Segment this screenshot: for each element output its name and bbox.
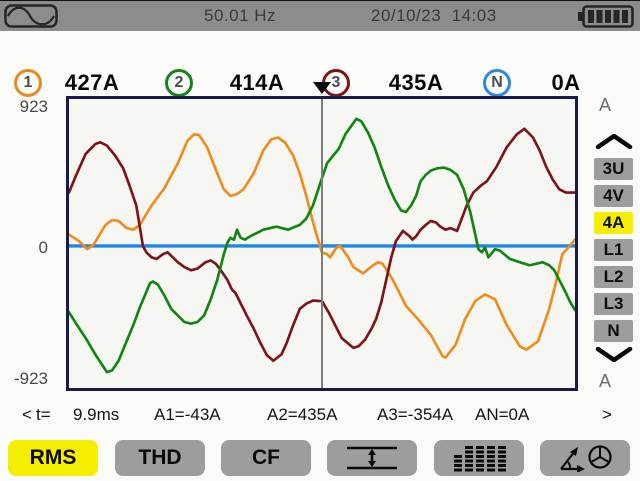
cursor-a2-readout: A2=435A: [267, 405, 338, 424]
cf-button[interactable]: CF: [221, 440, 311, 476]
harmonics-icon: [434, 444, 524, 472]
cursor-an-readout: AN=0A: [475, 405, 530, 424]
sidebar-item-l1[interactable]: L1: [594, 239, 633, 261]
battery-full-icon: [577, 5, 635, 33]
top-bar: 50.01 Hz 20/10/23 14:03: [0, 1, 640, 31]
phase-3-value: 435A: [388, 70, 444, 95]
waveform-A2: [69, 117, 575, 374]
chevron-up-icon[interactable]: [595, 133, 634, 154]
phasor-button[interactable]: [540, 440, 630, 476]
min-max-button[interactable]: [327, 440, 417, 476]
sidebar-item-n[interactable]: N: [594, 320, 633, 342]
y-axis-max-label: 923: [19, 97, 48, 116]
cursor-time-value: 9.9ms: [73, 405, 120, 424]
datetime-readout: 20/10/23 14:03: [371, 6, 497, 25]
phase-1-value: 427A: [64, 70, 120, 95]
phasor-icon: [540, 444, 630, 472]
neutral-value: 0A: [551, 70, 581, 95]
waveform-A1: [69, 133, 575, 359]
thd-button[interactable]: THD: [115, 440, 205, 476]
frequency-readout: 50.01 Hz: [204, 6, 277, 25]
sidebar-item-3u[interactable]: 3U: [594, 158, 633, 180]
cursor-a1-readout: A1=-43A: [154, 405, 221, 424]
sidebar-item-4v[interactable]: 4V: [594, 185, 633, 207]
cursor-prev-arrow[interactable]: <: [22, 405, 32, 424]
cursor-time-label: t=: [36, 405, 51, 424]
unit-label-bottom: A: [599, 371, 612, 391]
cursor-readout-bar: < t= 9.9ms A1=-43A A2=435A A3=-354A AN=0…: [0, 405, 640, 429]
waveform-plot: [66, 96, 578, 391]
cursor-a3-readout: A3=-354A: [377, 405, 454, 424]
min-max-icon: [327, 444, 417, 472]
sidebar-item-l2[interactable]: L2: [594, 266, 633, 288]
sidebar-item-4a[interactable]: 4A: [594, 212, 633, 234]
rms-button[interactable]: RMS: [8, 440, 98, 476]
function-button-bar: RMS THD CF: [0, 440, 640, 476]
unit-label-top: A: [599, 95, 612, 115]
neutral-badge: N: [483, 69, 511, 97]
cursor-next-arrow[interactable]: >: [602, 405, 612, 424]
cursor-marker-icon[interactable]: [313, 82, 331, 94]
waveform-A3: [69, 127, 575, 363]
phase-2-badge: 2: [165, 69, 193, 97]
y-axis-min-label: -923: [13, 369, 48, 388]
waveform-svg: [69, 99, 575, 388]
channel-menu-items: 3U 4V 4A L1 L2 L3 N: [594, 158, 634, 342]
chevron-down-icon[interactable]: [595, 346, 634, 367]
phase-1-badge: 1: [14, 69, 42, 97]
y-axis-zero-label: 0: [38, 238, 48, 257]
harmonics-button[interactable]: [434, 440, 524, 476]
measurement-row: 1 427A 2 414A 3 435A N 0A: [0, 31, 640, 97]
sine-wave-icon: [4, 4, 58, 33]
phase-2-value: 414A: [229, 70, 285, 95]
channel-menu: 3U 4V 4A L1 L2 L3 N: [594, 133, 634, 371]
sidebar-item-l3[interactable]: L3: [594, 293, 633, 315]
